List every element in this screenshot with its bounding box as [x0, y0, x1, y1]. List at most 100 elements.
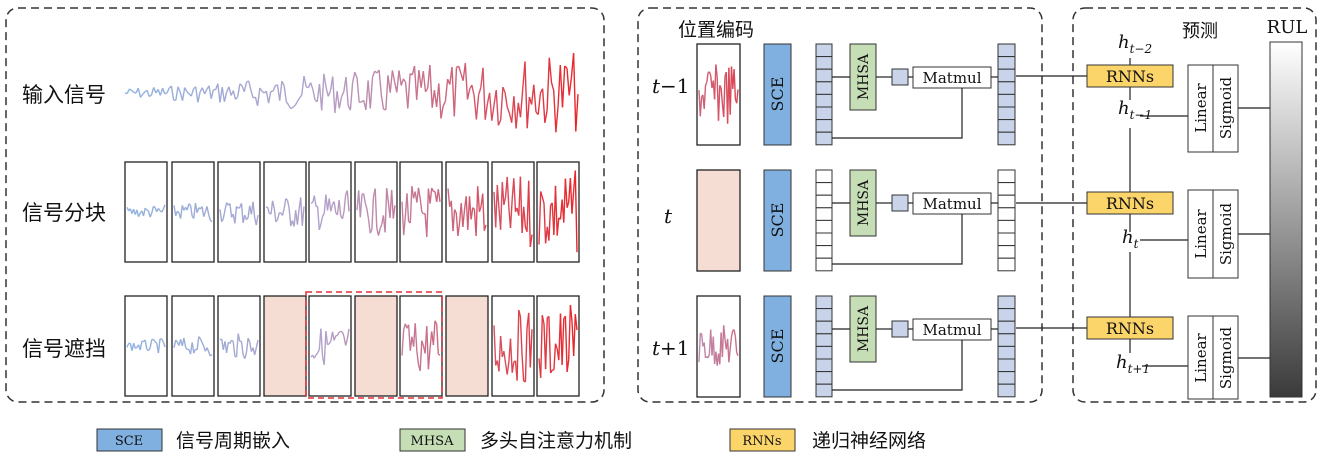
input-signal-segment [451, 67, 455, 117]
input-signal-segment [371, 70, 376, 78]
token-cell [815, 232, 833, 247]
signal-block-signal-segment [193, 203, 197, 219]
signal-block-signal-segment [237, 206, 241, 209]
attn-small-box-t-plus-1 [891, 320, 909, 338]
patch-signal-segment [723, 325, 726, 340]
masked-group-outline [305, 291, 443, 399]
token-cell [997, 308, 1016, 322]
input-signal-segment [356, 77, 360, 103]
input-signal-segment [296, 97, 301, 102]
signal-block-signal-segment [564, 178, 568, 208]
signal-block-signal-segment [229, 203, 233, 218]
masked-signal-signal-segment [209, 353, 213, 357]
signal-block-signal-segment [151, 206, 155, 214]
signal-block-signal-segment [543, 203, 547, 244]
sigmoid-label-3: Sigmoid [1217, 326, 1235, 389]
patch-signal-segment [704, 81, 708, 86]
signal-block-signal-segment [462, 209, 466, 227]
input-signal-segment [265, 91, 270, 104]
token-cell [997, 207, 1016, 221]
masked-signal-signal-segment [244, 352, 248, 359]
sce-label-t-plus-1: SCE [768, 329, 787, 364]
linear-sigmoid-block-3: Linear Sigmoid [1187, 315, 1239, 400]
signal-block-signal-segment [161, 209, 164, 213]
masked-signal-signal-segment [346, 328, 350, 340]
input-signal-segment [413, 65, 418, 100]
middle-panel-frame [637, 7, 1043, 403]
token-cell [815, 358, 833, 373]
signal-block-signal-segment [208, 214, 211, 221]
signal-block-signal-segment [176, 210, 180, 214]
input-signal-segment [495, 90, 500, 126]
patch-signal-segment [734, 336, 738, 353]
input-signal-segment [575, 94, 579, 132]
signal-block-signal-segment [417, 187, 421, 199]
patch-signal-segment [719, 85, 722, 89]
masked-signal-signal-segment [193, 348, 197, 354]
rnn-label-t: RNNs [1106, 194, 1154, 213]
token-cell [815, 257, 833, 272]
signal-block-signal-segment [296, 209, 300, 225]
input-signal-segment [166, 87, 170, 94]
signal-block-signal-segment [173, 205, 177, 216]
masked-signal-signal-segment [144, 339, 148, 350]
hidden-state-label-t-plus-1: ht+1 [1116, 352, 1150, 376]
input-signal-segment [458, 65, 462, 74]
token-cell [997, 81, 1016, 95]
sce-block-t [763, 169, 792, 272]
signal-block-signal-segment [472, 207, 475, 210]
signal-block-signal-segment [366, 208, 370, 220]
masked-signal-signal-segment [249, 341, 253, 352]
masked-signal-signal-segment [154, 341, 158, 344]
input-signal-segment [327, 90, 332, 97]
linear-sigmoid-block-2: Linear Sigmoid [1187, 189, 1239, 279]
masked-signal-signal-segment [432, 320, 436, 346]
linear-label-1: Linear [1192, 82, 1210, 132]
signal-block-signal-segment [157, 207, 161, 212]
patch-signal-segment [733, 69, 737, 100]
signal-block-signal-segment [409, 186, 413, 224]
input-signal-segment [369, 77, 374, 109]
prediction-title: 预测 [1182, 21, 1218, 42]
token-cell [815, 308, 833, 322]
signal-block-signal-segment [222, 209, 226, 219]
signal-block-signal-segment [457, 222, 461, 236]
input-signal-segment [181, 87, 186, 101]
signal-block-signal-segment [478, 206, 482, 213]
signal-block-signal-segment [566, 202, 570, 208]
masked-signal-signal-segment [544, 317, 548, 370]
signal-block-signal-segment [391, 189, 394, 219]
signal-block-signal-segment [470, 207, 474, 220]
input-signal-segment [148, 94, 152, 98]
sce-label-t-minus-1: SCE [768, 77, 787, 112]
input-signal-segment [491, 105, 495, 121]
signal-block-signal-segment [477, 186, 481, 212]
mhsa-block-t [849, 169, 877, 237]
masked-signal-signal-segment [327, 343, 330, 346]
linear-sigmoid-block-1: Linear Sigmoid [1187, 64, 1239, 153]
rul-label: RUL [1267, 17, 1308, 38]
matmul-label-t: Matmul [922, 195, 981, 213]
signal-block-signal-segment [206, 206, 210, 215]
masked-signal-signal-segment [503, 351, 507, 364]
masked-signal-signal-segment [328, 340, 332, 345]
input-signal-segment [464, 63, 469, 100]
matmul-label-t-minus-1: Matmul [922, 69, 981, 87]
signal-block-signal-segment [403, 216, 406, 236]
token-cell [997, 93, 1016, 108]
masked-signal-signal-segment [240, 341, 244, 355]
input-signal-segment [267, 91, 272, 104]
signal-block-signal-segment [221, 218, 224, 223]
input-signal-segment [396, 70, 400, 93]
mhsa-block-t-plus-1 [849, 295, 877, 363]
token-column-t-minus-1-out [997, 43, 1016, 146]
input-signal-segment [354, 71, 358, 78]
patch-signal-t-minus-1 [698, 64, 739, 124]
masked-signal-signal-segment [436, 324, 439, 355]
input-signal-segment [283, 85, 287, 102]
patch-signal-segment [723, 76, 726, 118]
masked-signal-signal-segment [573, 314, 576, 357]
signal-block-signal-segment [364, 203, 368, 210]
signal-block-signal-segment [482, 193, 485, 231]
